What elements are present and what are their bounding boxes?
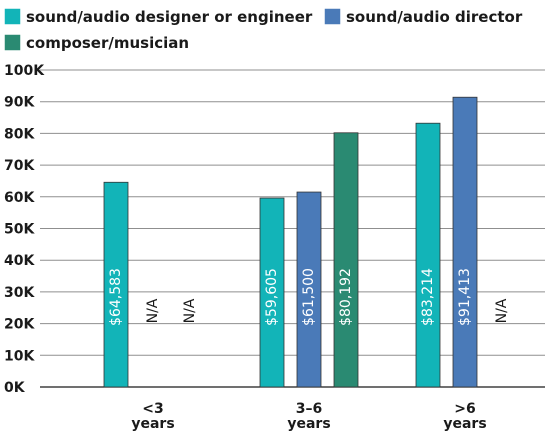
y-tick-label: 20K bbox=[4, 317, 35, 333]
x-tick-label: years bbox=[287, 416, 330, 432]
legend-label-3: composer/musician bbox=[26, 34, 189, 52]
y-tick-label: 100K bbox=[4, 63, 45, 79]
y-tick-label: 50K bbox=[4, 222, 35, 238]
x-tick-label: years bbox=[443, 416, 486, 432]
bar bbox=[415, 122, 441, 388]
na-label: N/A bbox=[494, 298, 510, 323]
bar-value-label: $64,583 bbox=[108, 268, 124, 326]
y-axis: 0K 10K 20K 30K 40K 50K 60K 70K 80K 90K 100K bbox=[4, 63, 45, 396]
x-tick-label: <3 bbox=[142, 401, 163, 417]
y-tick-label: 90K bbox=[4, 95, 35, 111]
legend-swatch-1 bbox=[3, 7, 22, 26]
bars: $64,583 N/A N/A $59,605 $61,500 $80,192 $83,21… bbox=[103, 96, 510, 388]
y-tick-label: 10K bbox=[4, 348, 35, 364]
bar bbox=[333, 132, 359, 388]
na-label: N/A bbox=[145, 298, 161, 323]
bar-value-label: $83,214 bbox=[420, 268, 436, 326]
x-tick-label: years bbox=[131, 416, 174, 432]
y-tick-label: 70K bbox=[4, 158, 35, 174]
y-tick-label: 40K bbox=[4, 253, 35, 269]
x-tick-label: 3–6 bbox=[296, 401, 322, 417]
legend-swatch-2 bbox=[323, 7, 342, 26]
x-tick-label: >6 bbox=[454, 401, 475, 417]
y-tick-label: 60K bbox=[4, 190, 35, 206]
bar-value-label: $59,605 bbox=[264, 268, 280, 326]
legend: sound/audio designer or engineer sound/au… bbox=[3, 7, 523, 52]
bar-value-label: $91,413 bbox=[457, 268, 473, 326]
y-tick-label: 30K bbox=[4, 285, 35, 301]
legend-swatch-3 bbox=[3, 33, 22, 52]
bar bbox=[296, 191, 322, 388]
y-tick-label: 0K bbox=[4, 380, 26, 396]
legend-label-1: sound/audio designer or engineer bbox=[26, 8, 313, 26]
legend-label-2: sound/audio director bbox=[346, 8, 523, 26]
bar bbox=[452, 96, 478, 388]
bar-value-label: $80,192 bbox=[338, 268, 354, 326]
bar bbox=[103, 181, 129, 388]
bar-value-label: $61,500 bbox=[301, 268, 317, 326]
na-label: N/A bbox=[182, 298, 198, 323]
bar bbox=[259, 197, 285, 388]
y-tick-label: 80K bbox=[4, 126, 35, 142]
